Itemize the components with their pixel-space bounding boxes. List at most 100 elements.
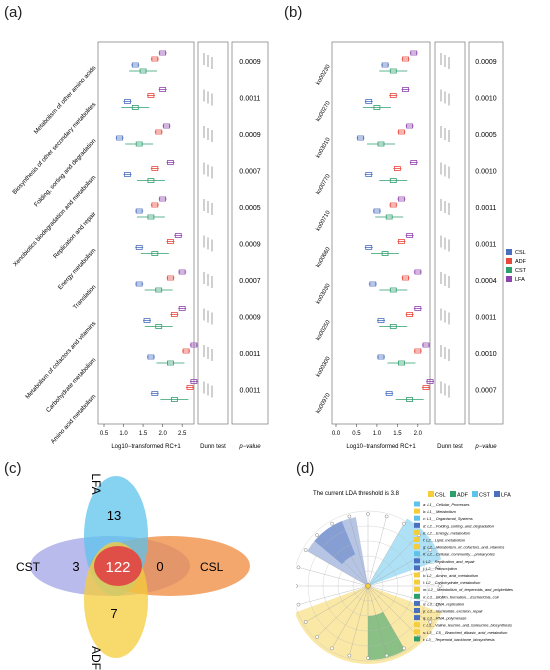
clade-node (402, 521, 406, 526)
box-adf (402, 275, 409, 281)
lda-entry-swatch (414, 501, 420, 507)
box-csl (377, 318, 385, 323)
x-tick-label: 2.0 (158, 431, 167, 437)
panel-c-venn: 122 13 3 0 7 LFA CSL CST ADF (16, 473, 250, 670)
venn-adf-count: 7 (110, 606, 117, 621)
ko-label: ko03030 (315, 283, 331, 305)
lda-entry-label: s: L3__C5__Branched_dibasic_acid_metabol… (423, 630, 508, 635)
box-lfa (406, 233, 414, 238)
p-value: 0.0009 (239, 242, 261, 249)
clade-node (296, 584, 298, 588)
lda-entry-swatch (414, 544, 420, 550)
venn-center-count: 122 (105, 559, 130, 576)
clade-node (303, 620, 308, 624)
p-value: 0.0009 (239, 315, 261, 322)
ko-label: ko00250 (315, 320, 331, 342)
box-csl (357, 135, 364, 141)
lda-legend-label-lfa: LFA (501, 493, 511, 499)
box-adf (151, 56, 159, 62)
lda-legend-swatch-cst (472, 491, 478, 497)
pathway-label: Metabolism of cofactors and vitamins (24, 320, 97, 400)
legend-label-lfa: LFA (515, 277, 525, 283)
box-csl (385, 391, 393, 396)
forest-row: 0.0009 Metabolism of cofactors and vitami… (24, 306, 261, 400)
p-value: 0.0005 (475, 132, 497, 139)
panel-d-cladogram: The current LDA threshold is 3.8 CSL ADF C… (296, 491, 513, 665)
box-lfa (178, 306, 186, 311)
box-csl (365, 172, 373, 177)
box-cst (155, 287, 163, 293)
box-csl (147, 354, 155, 360)
legend-label-cst: CST (515, 268, 527, 274)
clade-wedge (368, 518, 442, 586)
clade-branch (298, 567, 369, 587)
lda-legend-label-cst: CST (479, 493, 491, 499)
box-adf (389, 93, 397, 98)
box-csl (377, 354, 385, 360)
venn-cst-label: CST (16, 560, 41, 574)
clade-branch (298, 585, 369, 605)
legend-swatch-adf (506, 258, 512, 264)
box-cst (389, 68, 397, 74)
box-cst (398, 360, 405, 366)
lda-entry-swatch (414, 636, 420, 642)
forest-row: 0.0007 Translation (72, 269, 261, 311)
lda-entry-label: q: L3__RNA_polymerase (423, 616, 467, 621)
clade-node (384, 514, 389, 519)
panel-b-p-label: p−value (474, 444, 497, 450)
panel-b-dunn-label: Dunn test (437, 444, 463, 450)
lda-entry-swatch (414, 579, 420, 585)
pathway-label: Translation (72, 283, 98, 311)
lda-entry-swatch (414, 515, 420, 521)
venn-adf-label: ADF (89, 646, 103, 670)
box-lfa (174, 233, 182, 238)
panel-a-dunn-frame (197, 41, 229, 425)
clade-root (365, 583, 371, 589)
lda-entry-swatch (414, 608, 420, 613)
clade-branch (367, 585, 420, 638)
ko-label: ko00270 (315, 101, 331, 123)
clade-branch (367, 585, 387, 656)
clade-wedge (307, 517, 368, 586)
x-tick-label: 2.5 (178, 431, 187, 437)
panel-b-dunn-frame (434, 41, 466, 425)
lda-entry-label: o: L3__DNA_replication (423, 601, 464, 606)
p-value: 0.0009 (475, 59, 497, 66)
clade-branch (367, 516, 387, 587)
box-cst (147, 178, 155, 183)
panel-a-p-frame (231, 41, 269, 425)
box-cst (131, 105, 139, 110)
box-lfa (402, 87, 409, 92)
panel-d-label: (d) (296, 460, 315, 477)
clade-node (315, 533, 319, 537)
box-lfa (422, 342, 430, 348)
ko-label: ko00770 (315, 174, 331, 196)
box-lfa (190, 379, 198, 384)
box-adf (389, 202, 397, 208)
box-cst (155, 324, 163, 329)
box-lfa (426, 379, 434, 384)
lda-entry-label: l: L2__Carbohydrate_metabolism (423, 580, 481, 585)
clade-branch (367, 567, 438, 587)
lda-legend-swatch-lfa (494, 491, 500, 497)
clade-node (303, 548, 308, 552)
p-value: 0.0011 (240, 96, 261, 103)
lda-entry-swatch (414, 586, 420, 592)
box-adf (422, 385, 430, 390)
panel-b-p-frame (468, 41, 504, 425)
venn-csl-label: CSL (200, 560, 224, 574)
x-tick-label: 1.0 (373, 431, 382, 437)
box-lfa (190, 342, 198, 348)
x-tick-label: 0.0 (332, 431, 341, 437)
legend-swatch-lfa (506, 276, 512, 282)
p-value: 0.0004 (475, 278, 497, 285)
box-lfa (159, 50, 167, 56)
lda-entry-label: p: L3__Nucleotide_excision_repair (422, 609, 483, 614)
lda-entry-label: b: L1__Metabolism (423, 509, 457, 514)
clade-node (315, 635, 319, 639)
lda-entry-label: e: L2__Energy_metabolism (423, 530, 471, 535)
box-lfa (163, 123, 170, 129)
box-cst (389, 287, 397, 293)
box-cst (373, 105, 381, 110)
